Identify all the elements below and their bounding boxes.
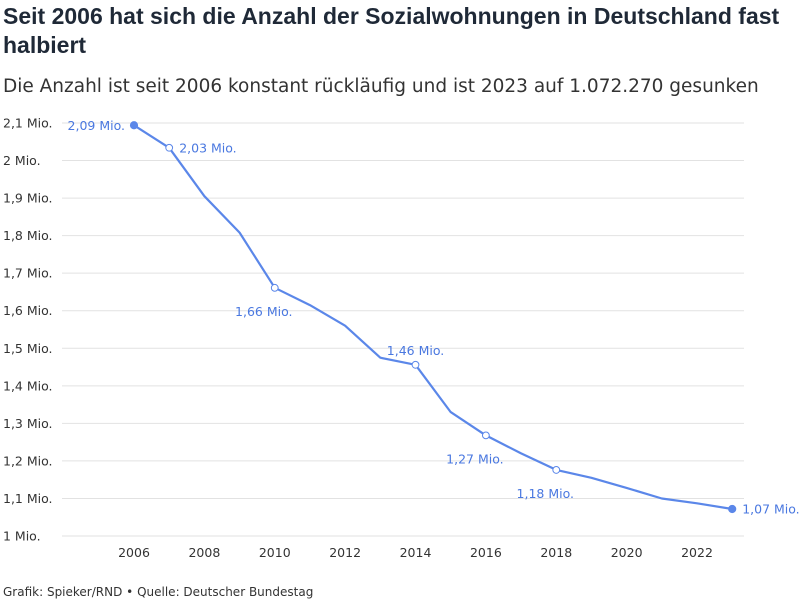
x-tick-label: 2008 (188, 545, 220, 560)
x-tick-label: 2006 (118, 545, 150, 560)
y-tick-label: 1,7 Mio. (3, 266, 53, 281)
data-labels: 2,09 Mio. 2,03 Mio. 1,66 Mio. 1,46 Mio. 1,27… (68, 118, 800, 517)
x-axis-tick-labels: 2006 2008 2010 2012 2014 2016 2018 2020 2022 (118, 545, 713, 560)
x-tick-label: 2010 (259, 545, 291, 560)
footer-credit: Grafik: Spieker/RND (3, 585, 123, 599)
data-point-marker (411, 360, 420, 369)
data-point-marker (129, 121, 139, 130)
data-point-marker (165, 143, 174, 152)
data-point-marker (481, 431, 490, 440)
y-tick-label: 1 Mio. (3, 529, 41, 544)
y-tick-label: 1,8 Mio. (3, 228, 53, 243)
data-point-marker (552, 466, 561, 474)
series-line (132, 124, 734, 511)
y-tick-label: 1,5 Mio. (3, 341, 53, 356)
data-label: 1,66 Mio. (235, 304, 292, 319)
data-point-marker (270, 283, 279, 292)
data-point-marker (728, 504, 737, 514)
x-tick-label: 2018 (540, 545, 572, 560)
y-tick-label: 1,1 Mio. (3, 491, 53, 506)
x-tick-label: 2020 (611, 545, 643, 560)
y-tick-label: 1,3 Mio. (3, 416, 53, 431)
footer-source: Quelle: Deutscher Bundestag (137, 585, 314, 599)
chart-title: Seit 2006 hat sich die Anzahl der Sozial… (3, 3, 780, 58)
data-label: 1,18 Mio. (517, 486, 574, 501)
gridlines (62, 122, 744, 537)
footer: Grafik: Spieker/RND • Quelle: Deutscher … (3, 585, 313, 599)
series-line-group (132, 124, 734, 511)
x-tick-label: 2014 (400, 545, 432, 560)
data-label: 2,09 Mio. (68, 118, 125, 133)
data-label: 1,46 Mio. (387, 343, 444, 358)
y-tick-label: 1,4 Mio. (3, 378, 53, 393)
y-tick-label: 2 Mio. (3, 153, 41, 168)
x-tick-label: 2012 (329, 545, 361, 560)
data-markers (129, 121, 737, 514)
y-tick-label: 1,9 Mio. (3, 191, 53, 206)
chart-subtitle: Die Anzahl ist seit 2006 konstant rücklä… (3, 76, 759, 97)
data-label: 2,03 Mio. (179, 140, 236, 155)
x-tick-label: 2022 (681, 545, 713, 560)
data-label: 1,07 Mio. (742, 501, 799, 516)
data-label: 1,27 Mio. (446, 451, 503, 466)
y-tick-label: 1,6 Mio. (3, 303, 53, 318)
y-axis-tick-labels: 1 Mio. 1,1 Mio. 1,2 Mio. 1,3 Mio. 1,4 Mio. 1,… (3, 116, 53, 544)
x-tick-label: 2016 (470, 545, 502, 560)
y-tick-label: 2,1 Mio. (3, 116, 53, 131)
footer-separator: • (126, 585, 134, 599)
y-tick-label: 1,2 Mio. (3, 453, 53, 468)
